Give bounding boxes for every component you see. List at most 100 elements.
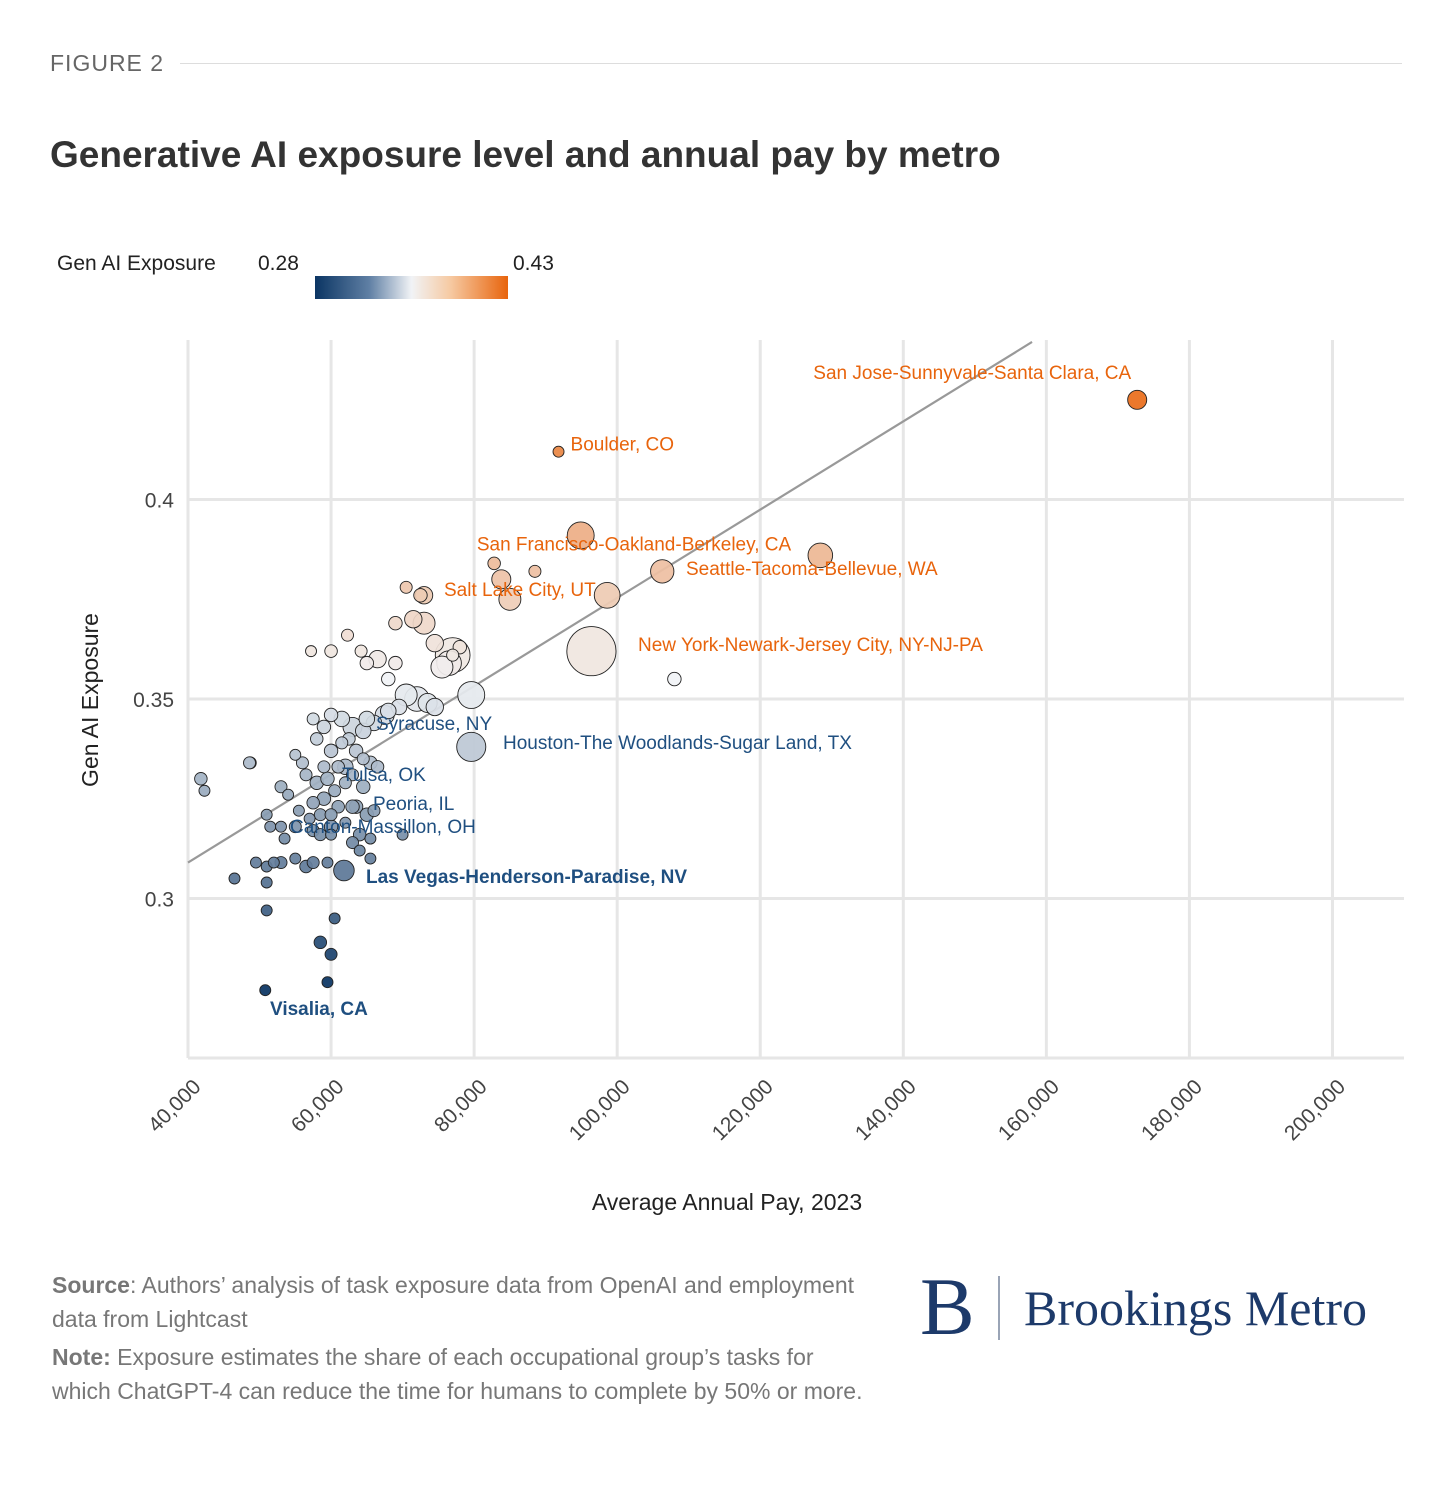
x-tick-label: 40,000 — [144, 1075, 206, 1137]
data-point — [388, 655, 403, 671]
data-point — [346, 836, 359, 850]
data-point — [381, 671, 396, 687]
data-point — [353, 844, 366, 857]
data-point — [593, 581, 621, 609]
data-point — [404, 610, 423, 629]
data-point — [491, 569, 512, 590]
data-point — [425, 697, 444, 717]
data-point — [289, 852, 302, 865]
data-point — [306, 856, 320, 870]
point-label: New York-Newark-Jersey City, NY-NJ-PA — [638, 635, 983, 656]
data-point — [324, 808, 338, 822]
data-point — [457, 681, 486, 709]
data-point — [552, 445, 565, 458]
data-point — [243, 756, 256, 770]
legend-title: Gen AI Exposure — [57, 252, 216, 275]
data-point — [425, 634, 444, 653]
header-rule — [180, 63, 1402, 64]
point-label: Tulsa, OK — [342, 765, 426, 786]
grid — [186, 340, 1404, 1060]
data-point — [364, 852, 377, 865]
data-point — [325, 828, 338, 841]
data-point — [396, 828, 409, 841]
data-points — [194, 389, 1148, 997]
data-point — [388, 616, 403, 631]
legend-max-label: 0.43 — [513, 252, 554, 275]
data-point — [359, 655, 375, 671]
data-point — [650, 559, 675, 584]
data-point — [299, 768, 313, 782]
y-axis-label: Gen AI Exposure — [77, 613, 103, 787]
data-point — [313, 935, 328, 950]
data-point — [356, 779, 371, 794]
data-point — [413, 588, 428, 603]
x-tick-label: 160,000 — [994, 1075, 1064, 1145]
data-point — [370, 760, 385, 774]
data-point — [446, 648, 460, 662]
data-point — [260, 904, 273, 917]
data-point — [331, 760, 345, 774]
point-label: Boulder, CO — [571, 435, 675, 456]
data-point — [194, 772, 208, 786]
data-point — [323, 707, 339, 723]
x-axis-label: Average Annual Pay, 2023 — [592, 1189, 862, 1215]
point-label: Las Vegas-Henderson-Paradise, NV — [366, 867, 687, 888]
source-heading: Source — [52, 1272, 130, 1298]
data-point — [260, 808, 273, 821]
point-label: San Jose-Sunnyvale-Santa Clara, CA — [813, 363, 1131, 384]
source-note: Source: Authors’ analysis of task exposu… — [52, 1268, 872, 1336]
data-point — [250, 856, 262, 869]
data-point — [807, 542, 834, 569]
data-point — [295, 756, 309, 770]
data-point — [356, 752, 370, 766]
data-point — [341, 628, 354, 642]
data-point — [456, 731, 487, 762]
data-point — [306, 712, 320, 726]
data-point — [667, 671, 682, 687]
y-tick-label: 0.35 — [133, 689, 174, 712]
data-point — [328, 912, 341, 925]
note-heading: Note: — [52, 1344, 111, 1370]
data-point — [324, 644, 338, 658]
x-tick-label: 200,000 — [1280, 1075, 1350, 1145]
data-point — [338, 776, 352, 790]
point-label: Peoria, IL — [373, 794, 454, 815]
data-point — [303, 812, 316, 825]
data-point — [354, 644, 368, 658]
x-tick-label: 180,000 — [1137, 1075, 1207, 1145]
data-point — [358, 710, 376, 728]
data-point — [399, 580, 413, 594]
data-point — [198, 784, 211, 797]
data-point — [306, 795, 320, 810]
data-point — [320, 771, 335, 786]
data-point — [333, 859, 355, 882]
data-point — [259, 984, 272, 997]
data-point — [316, 719, 332, 735]
data-point — [321, 976, 334, 989]
point-label: Canton-Massillon, OH — [290, 817, 476, 838]
data-point — [264, 820, 277, 833]
data-point — [1127, 389, 1148, 410]
data-point — [430, 655, 454, 679]
point-label: Salt Lake City, UT — [444, 580, 596, 601]
data-point — [487, 556, 501, 571]
data-point — [278, 832, 291, 845]
data-point — [275, 820, 287, 833]
data-point — [288, 820, 302, 834]
data-point — [323, 743, 339, 759]
x-tick-label: 100,000 — [565, 1075, 635, 1145]
point-label: Syracuse, NY — [376, 714, 492, 735]
y-tick-label: 0.3 — [145, 888, 174, 911]
data-point — [274, 780, 288, 794]
x-tick-label: 80,000 — [430, 1075, 492, 1137]
chart-title: Generative AI exposure level and annual … — [50, 134, 1001, 175]
data-point — [345, 799, 360, 814]
point-labels: San Jose-Sunnyvale-Santa Clara, CA Boulde… — [270, 363, 1132, 1020]
point-label: Houston-The Woodlands-Sugar Land, TX — [503, 733, 852, 754]
point-label: Visalia, CA — [270, 999, 368, 1020]
data-point — [566, 521, 595, 550]
figure-label: FIGURE 2 — [50, 50, 165, 76]
data-point — [292, 804, 305, 817]
x-tick-label: 140,000 — [851, 1075, 921, 1145]
data-point — [324, 947, 338, 961]
